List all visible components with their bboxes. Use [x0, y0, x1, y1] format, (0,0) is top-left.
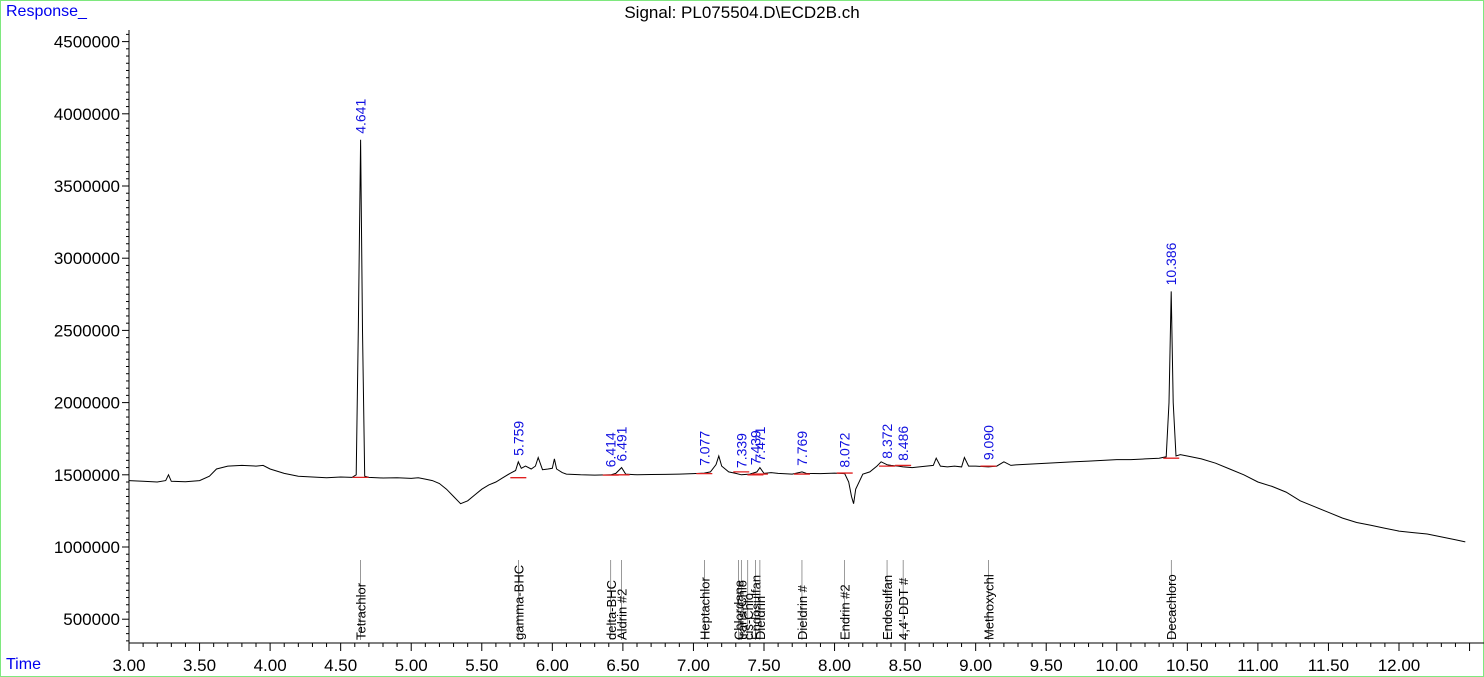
x-tick-label: 4.50 — [324, 656, 357, 675]
compound-label: Aldrin #2 — [615, 589, 630, 640]
x-tick-label: 9.00 — [959, 656, 992, 675]
compound-label: Endrin #2 — [838, 584, 853, 640]
peak-rt-label: 6.414 — [603, 432, 619, 467]
peak-rt-label: 7.077 — [696, 431, 712, 466]
x-tick-label: 5.00 — [395, 656, 428, 675]
y-tick-label: 4500000 — [54, 33, 120, 52]
x-tick-label: 3.00 — [112, 656, 145, 675]
signal-trace — [128, 139, 1466, 543]
x-tick-label: 11.00 — [1237, 656, 1278, 675]
compound-label: trans-Chlo — [734, 580, 749, 640]
compound-label: Endosulfan — [880, 575, 895, 640]
x-tick-label: 6.50 — [606, 656, 639, 675]
peak-rt-label: 7.439 — [747, 430, 763, 465]
x-tick-label: 7.50 — [747, 656, 780, 675]
x-tick-label: 11.50 — [1308, 656, 1349, 675]
compound-label: Dieldrin # — [795, 584, 810, 640]
peak-rt-label: 8.072 — [837, 432, 853, 467]
peak-rt-label: 5.759 — [510, 421, 526, 456]
compound-label: 4,4'-DDT # — [896, 577, 911, 640]
peak-rt-label: 8.372 — [879, 423, 895, 458]
y-tick-label: 3000000 — [54, 249, 120, 268]
peak-rt-label: 7.339 — [733, 433, 749, 468]
y-tick-label: 1000000 — [54, 538, 120, 557]
compound-label: Dieldrin — [753, 596, 768, 640]
peak-rt-label: 7.471 — [752, 426, 768, 461]
x-tick-label: 9.50 — [1030, 656, 1063, 675]
y-axis-label: Response_ — [6, 3, 87, 20]
peak-rt-label: 4.641 — [353, 99, 369, 134]
x-tick-label: 10.50 — [1166, 656, 1209, 675]
compound-label: Methoxychl — [981, 574, 996, 640]
x-tick-label: 6.00 — [536, 656, 569, 675]
x-tick-label: 12.00 — [1378, 656, 1421, 675]
compound-label: delta-BHC — [604, 580, 619, 640]
compound-label: gamma-BHC — [511, 565, 526, 640]
peak-rt-label: 6.491 — [614, 426, 630, 461]
peak-rt-label: 8.486 — [895, 426, 911, 461]
chart-title: Signal: PL075504.D\ECD2B.ch — [624, 3, 860, 22]
compound-label: Chlordane — [732, 580, 747, 640]
x-tick-label: 7.00 — [677, 656, 710, 675]
compound-label: Tetrachlor — [354, 582, 369, 640]
peak-rt-label: 7.769 — [794, 431, 810, 466]
y-tick-label: 500000 — [63, 610, 120, 629]
compound-label: Decachloro — [1164, 574, 1179, 640]
x-tick-label: 3.50 — [183, 656, 216, 675]
y-tick-label: 2500000 — [54, 321, 120, 340]
x-axis-label: Time — [6, 656, 41, 673]
y-tick-label: 4000000 — [54, 105, 120, 124]
x-tick-label: 8.50 — [889, 656, 922, 675]
y-tick-label: 2000000 — [54, 394, 120, 413]
peak-rt-label: 9.090 — [980, 425, 996, 460]
x-tick-label: 4.00 — [254, 656, 287, 675]
x-tick-label: 5.50 — [465, 656, 498, 675]
x-tick-label: 8.00 — [818, 656, 851, 675]
peak-rt-label: 10.386 — [1163, 242, 1179, 285]
y-tick-label: 1500000 — [54, 466, 120, 485]
x-tick-label: 10.00 — [1096, 656, 1139, 675]
y-tick-label: 3500000 — [54, 177, 120, 196]
compound-label: cis-Chlo — [741, 593, 756, 640]
compound-label: Heptachlor — [697, 576, 712, 640]
